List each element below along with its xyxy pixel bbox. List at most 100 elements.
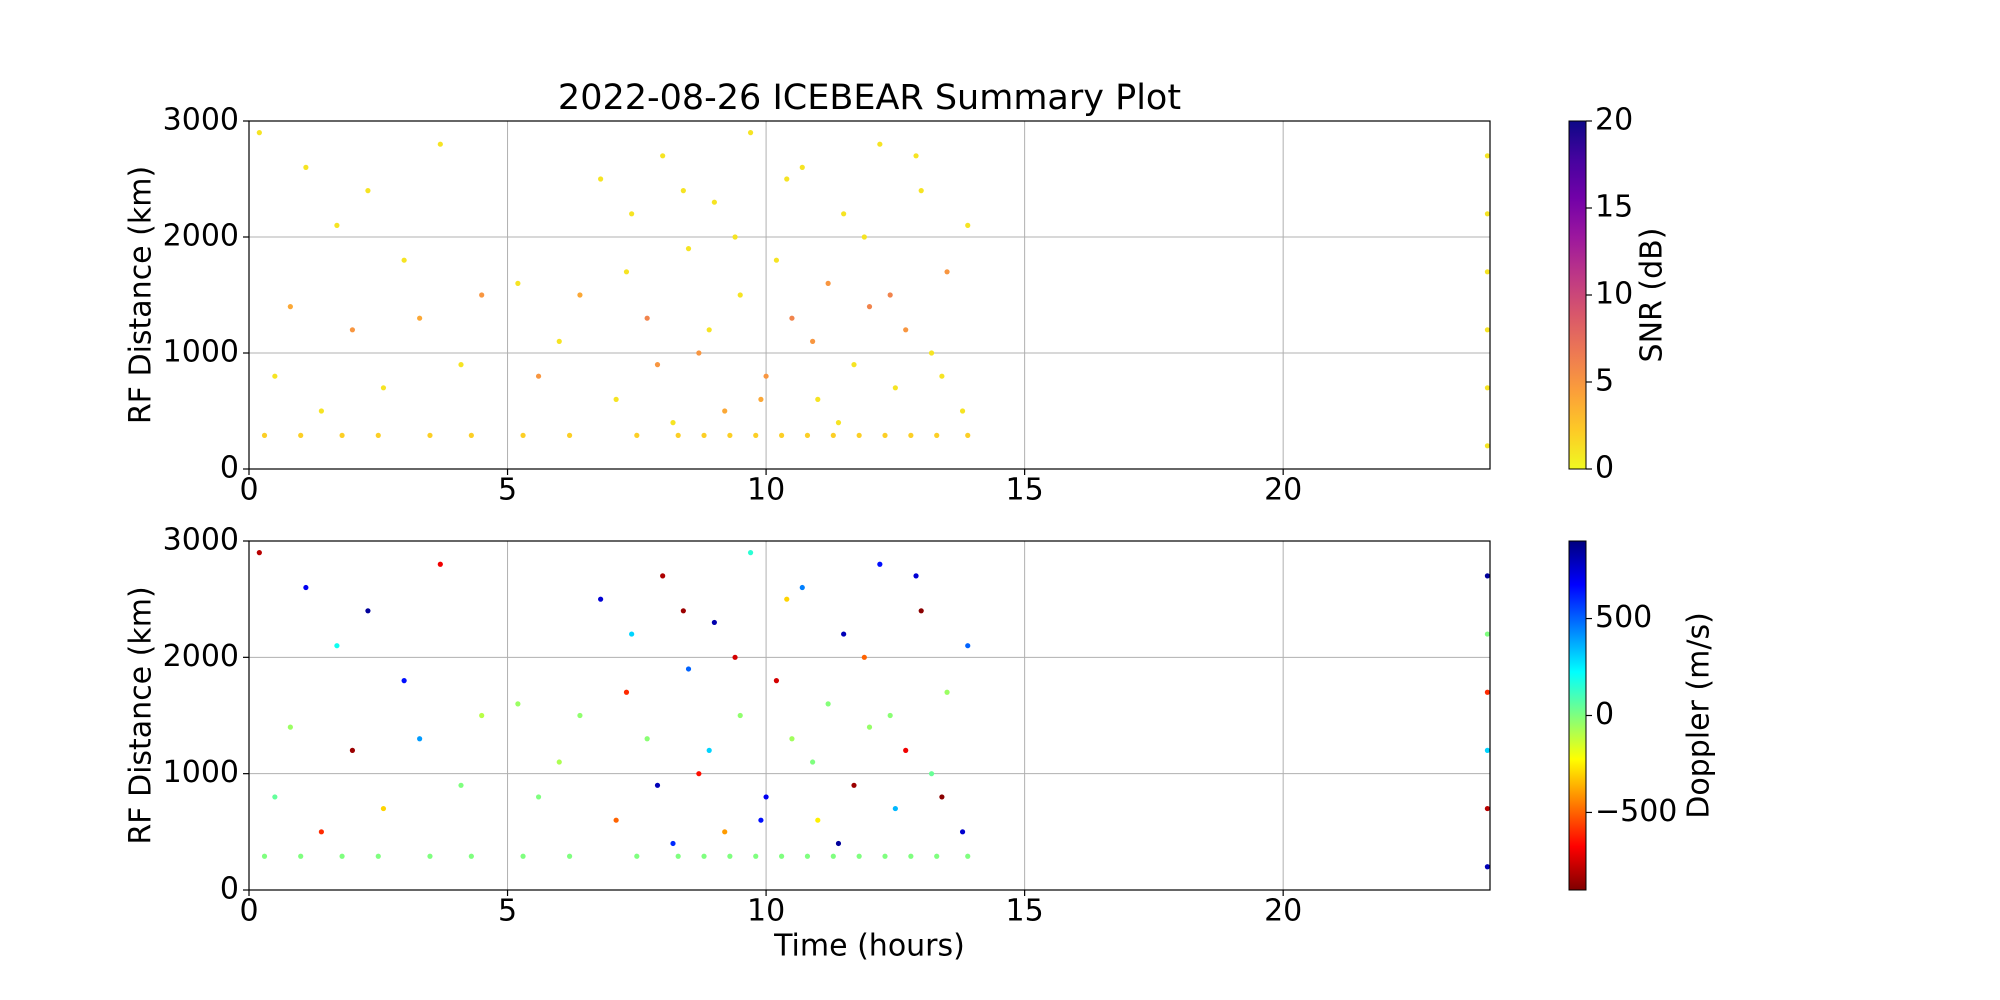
point: [675, 432, 681, 438]
point: [763, 794, 769, 800]
point: [696, 771, 702, 777]
point: [758, 817, 764, 823]
point: [810, 338, 816, 344]
point: [789, 315, 795, 321]
point: [732, 654, 738, 660]
y-axis-label: RF Distance (km): [124, 166, 159, 424]
point: [613, 396, 619, 402]
point: [1484, 864, 1491, 870]
point: [959, 408, 966, 414]
point: [437, 141, 443, 147]
colorbar-label: SNR (dB): [1635, 228, 1670, 363]
point: [841, 631, 847, 637]
point: [598, 596, 604, 602]
point: [965, 222, 971, 228]
point: [515, 280, 521, 286]
point: [272, 794, 278, 800]
point: [908, 432, 914, 438]
point: [298, 853, 304, 859]
plot-frame: [248, 120, 1491, 470]
point: [1484, 443, 1491, 449]
point: [778, 432, 785, 438]
point: [598, 176, 604, 182]
colorbar-tick-label: 20: [1595, 103, 1633, 138]
x-tick-label: 5: [498, 894, 517, 929]
point: [861, 654, 867, 660]
point: [727, 432, 733, 438]
colorbar-tick-label: 0: [1595, 451, 1614, 486]
point: [851, 782, 857, 788]
y-tick-label: 2000: [163, 219, 239, 254]
point: [644, 736, 650, 742]
point: [468, 432, 474, 438]
point: [287, 724, 293, 730]
point: [856, 432, 862, 438]
point: [629, 631, 635, 637]
point: [866, 304, 873, 310]
point: [773, 678, 780, 684]
point: [773, 257, 780, 263]
point: [566, 853, 573, 859]
point: [711, 619, 717, 626]
point: [256, 550, 262, 556]
scatter-points: [256, 550, 1491, 870]
point: [556, 338, 562, 344]
point: [365, 188, 371, 194]
point: [908, 853, 914, 859]
point: [696, 350, 702, 356]
point: [727, 853, 733, 859]
point: [623, 689, 630, 695]
point: [965, 853, 971, 859]
point: [577, 292, 583, 298]
point: [479, 712, 485, 719]
point: [877, 561, 883, 567]
point: [928, 350, 935, 356]
point: [825, 280, 831, 286]
point: [680, 608, 686, 614]
point: [437, 561, 443, 567]
y-tick-label: 0: [220, 872, 239, 907]
y-tick-label: 2000: [163, 639, 239, 674]
point: [670, 840, 676, 847]
x-tick-label: 5: [498, 473, 517, 508]
point: [287, 304, 293, 310]
point: [272, 373, 278, 379]
point: [753, 853, 759, 859]
point: [825, 701, 831, 707]
x-tick-label: 10: [747, 473, 785, 508]
point: [515, 701, 521, 707]
point: [778, 853, 785, 859]
colorbar-tick-label: 0: [1595, 697, 1614, 732]
point: [380, 385, 387, 391]
point: [903, 747, 909, 754]
point: [944, 689, 950, 695]
point: [427, 432, 433, 438]
point: [918, 608, 924, 614]
point: [685, 666, 692, 672]
point: [685, 246, 692, 252]
point: [1484, 689, 1491, 695]
point: [1484, 327, 1491, 333]
point: [939, 794, 945, 800]
point: [644, 315, 650, 321]
point: [758, 396, 764, 402]
y-tick-label: 1000: [163, 755, 239, 790]
point: [566, 432, 573, 438]
point: [944, 269, 950, 275]
point: [934, 432, 940, 438]
colorbar-tick-label: −500: [1595, 794, 1677, 829]
point: [670, 420, 676, 426]
point: [375, 853, 381, 859]
point: [841, 211, 847, 217]
point: [877, 141, 883, 147]
x-tick-label: 0: [239, 894, 258, 929]
point: [892, 385, 898, 391]
point: [830, 432, 836, 438]
point: [535, 373, 542, 379]
point: [815, 396, 821, 402]
point: [856, 853, 862, 859]
point: [577, 712, 583, 719]
point: [1484, 631, 1491, 637]
x-axis-label: Time (hours): [773, 929, 965, 964]
